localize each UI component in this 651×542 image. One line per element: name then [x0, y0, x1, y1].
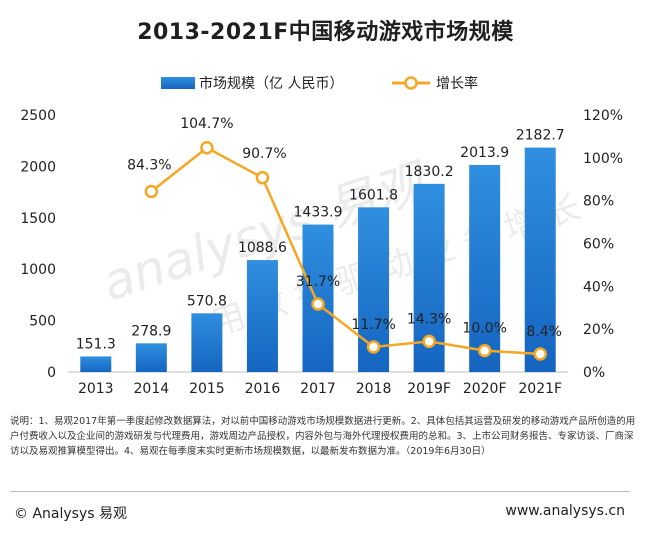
y-right-tick-label: 40% — [583, 279, 614, 295]
growth-point — [311, 297, 325, 311]
growth-point — [144, 184, 159, 199]
chart-title: 2013-2021F中国移动游戏市场规模 — [137, 20, 514, 45]
bar-value-labels: 151.3 278.9 570.8 1088.6 1433.9 1601.8 1830.2 2… — [76, 128, 565, 353]
y-right-tick-label: 120% — [583, 108, 623, 124]
growth-value-label: 104.7% — [180, 116, 233, 132]
y-right-tick-label: 20% — [583, 322, 614, 338]
bar — [246, 260, 278, 372]
x-axis: 2013 2014 2015 2016 2017 2018 2019F 2020F 2021F — [78, 381, 562, 397]
growth-value-label: 31.7% — [296, 274, 340, 290]
y-axis-right: 0% 20% 40% 60% 80% 100% 120% — [583, 108, 623, 381]
y-right-tick-label: 60% — [583, 237, 614, 253]
growth-value-label: 14.3% — [407, 311, 451, 327]
growth-point — [366, 340, 381, 354]
bar — [524, 147, 556, 372]
bar-value-label: 2182.7 — [516, 128, 565, 144]
bar-series — [80, 147, 556, 372]
chart-notes: 说明：1、易观2017年第一季度起修改数据算法，对以前中国移动游戏市场规模数据进… — [10, 416, 636, 457]
y-axis-left: 0 500 1000 1500 2000 2500 — [20, 108, 56, 381]
bar-value-label: 278.9 — [131, 323, 171, 339]
y-left-tick-label: 1000 — [20, 262, 56, 278]
growth-line-series — [144, 141, 547, 361]
y-left-tick-label: 2000 — [20, 159, 56, 175]
footer-copyright: © Analysys 易观 — [14, 506, 127, 522]
bar — [469, 164, 501, 372]
legend-line-marker — [404, 76, 418, 90]
x-tick-label: 2021F — [518, 381, 562, 397]
y-left-tick-label: 500 — [29, 314, 56, 330]
legend-line-label: 增长率 — [436, 75, 478, 92]
bar — [135, 343, 167, 372]
x-tick-label: 2013 — [78, 381, 114, 397]
bar — [80, 356, 112, 372]
x-tick-label: 2019F — [407, 381, 451, 397]
bar-value-label: 2013.9 — [460, 145, 509, 161]
bar — [191, 313, 223, 372]
x-tick-label: 2015 — [189, 381, 225, 397]
y-left-tick-label: 1500 — [20, 211, 56, 227]
chart-svg: analysys 易观 用数据驱动业务增长 市场规模（亿 人民币） 增长率 0 5… — [20, 75, 623, 397]
growth-point — [255, 171, 270, 185]
watermark: analysys 易观 用数据驱动业务增长 — [96, 152, 596, 344]
growth-value-label: 10.0% — [462, 321, 506, 337]
growth-point — [200, 141, 214, 155]
x-tick-label: 2016 — [245, 381, 281, 397]
growth-point — [422, 334, 436, 349]
growth-value-label: 84.3% — [127, 157, 171, 173]
legend-bar-swatch — [161, 77, 195, 89]
y-left-tick-label: 2500 — [20, 108, 56, 124]
x-tick-label: 2018 — [356, 381, 392, 397]
legend-bar-label: 市场规模（亿 人民币） — [199, 75, 343, 92]
footer-divider — [10, 491, 630, 492]
growth-value-label: 8.4% — [526, 324, 562, 340]
growth-line — [150, 146, 541, 356]
bar-value-label: 151.3 — [76, 336, 116, 352]
bar-value-label: 570.8 — [187, 293, 227, 309]
x-tick-label: 2014 — [134, 381, 170, 397]
footer-website[interactable]: www.analysys.cn — [505, 503, 625, 519]
growth-value-label: 90.7% — [242, 146, 286, 162]
bar-value-label: 1433.9 — [294, 205, 343, 221]
growth-value-label: 11.7% — [351, 317, 395, 333]
y-right-tick-label: 80% — [583, 194, 614, 210]
x-tick-label: 2020F — [463, 381, 507, 397]
growth-value-labels: 84.3% 104.7% 90.7% 31.7% 11.7% 14.3% 10.0% 8.4% — [127, 116, 562, 340]
legend: 市场规模（亿 人民币） 增长率 — [161, 75, 478, 92]
y-left-tick-label: 0 — [47, 365, 56, 381]
bar-value-label: 1088.6 — [238, 240, 287, 256]
bar-value-label: 1830.2 — [405, 164, 454, 180]
bar-value-label: 1601.8 — [349, 187, 398, 203]
x-tick-label: 2017 — [300, 381, 336, 397]
growth-point — [533, 347, 547, 361]
y-right-tick-label: 100% — [583, 151, 623, 167]
growth-point — [477, 343, 492, 358]
y-right-tick-label: 0% — [583, 365, 605, 381]
